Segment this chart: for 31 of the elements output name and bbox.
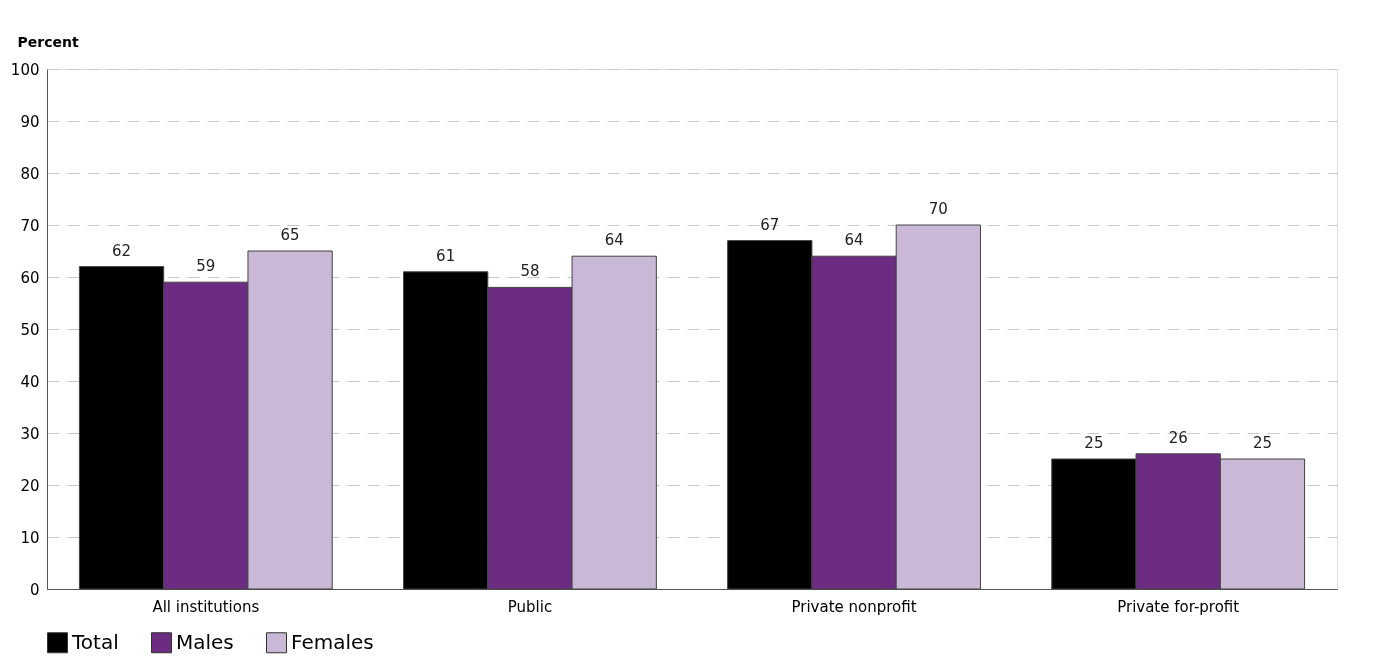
x-tick-label: Private for-profit [1117,597,1240,616]
y-tick-label: 0 [29,580,40,599]
y-tick-label: 20 [20,476,40,495]
y-tick-label: 10 [20,528,40,547]
y-tick-label: 70 [20,216,40,235]
data-label: 25 [1084,434,1104,452]
y-tick-label: 30 [20,424,40,443]
data-label: 70 [928,200,948,218]
legend-label: Total [71,629,119,654]
x-tick-label: Public [507,597,553,616]
y-axis-title: Percent [17,33,79,50]
data-label: 61 [436,246,456,265]
data-label: 64 [604,231,624,250]
x-tick-label: Private nonprofit [791,597,917,616]
data-label: 26 [1168,428,1188,447]
data-label: 58 [520,262,540,281]
y-tick-label: 50 [20,320,40,339]
y-tick-label: 60 [20,268,40,287]
data-label: 65 [280,226,300,244]
data-label: 25 [1252,434,1272,452]
data-label: 67 [760,215,780,234]
y-tick-label: 100 [10,60,40,79]
data-label: 64 [844,231,864,250]
data-label: 59 [196,257,216,276]
y-tick-label: 40 [20,372,40,391]
y-tick-label: 80 [20,164,40,183]
legend-label: Females [291,629,374,654]
y-tick-label: 90 [20,112,40,131]
x-tick-label: All institutions [152,597,260,616]
legend-label: Males [176,629,234,654]
data-label: 62 [112,241,132,260]
